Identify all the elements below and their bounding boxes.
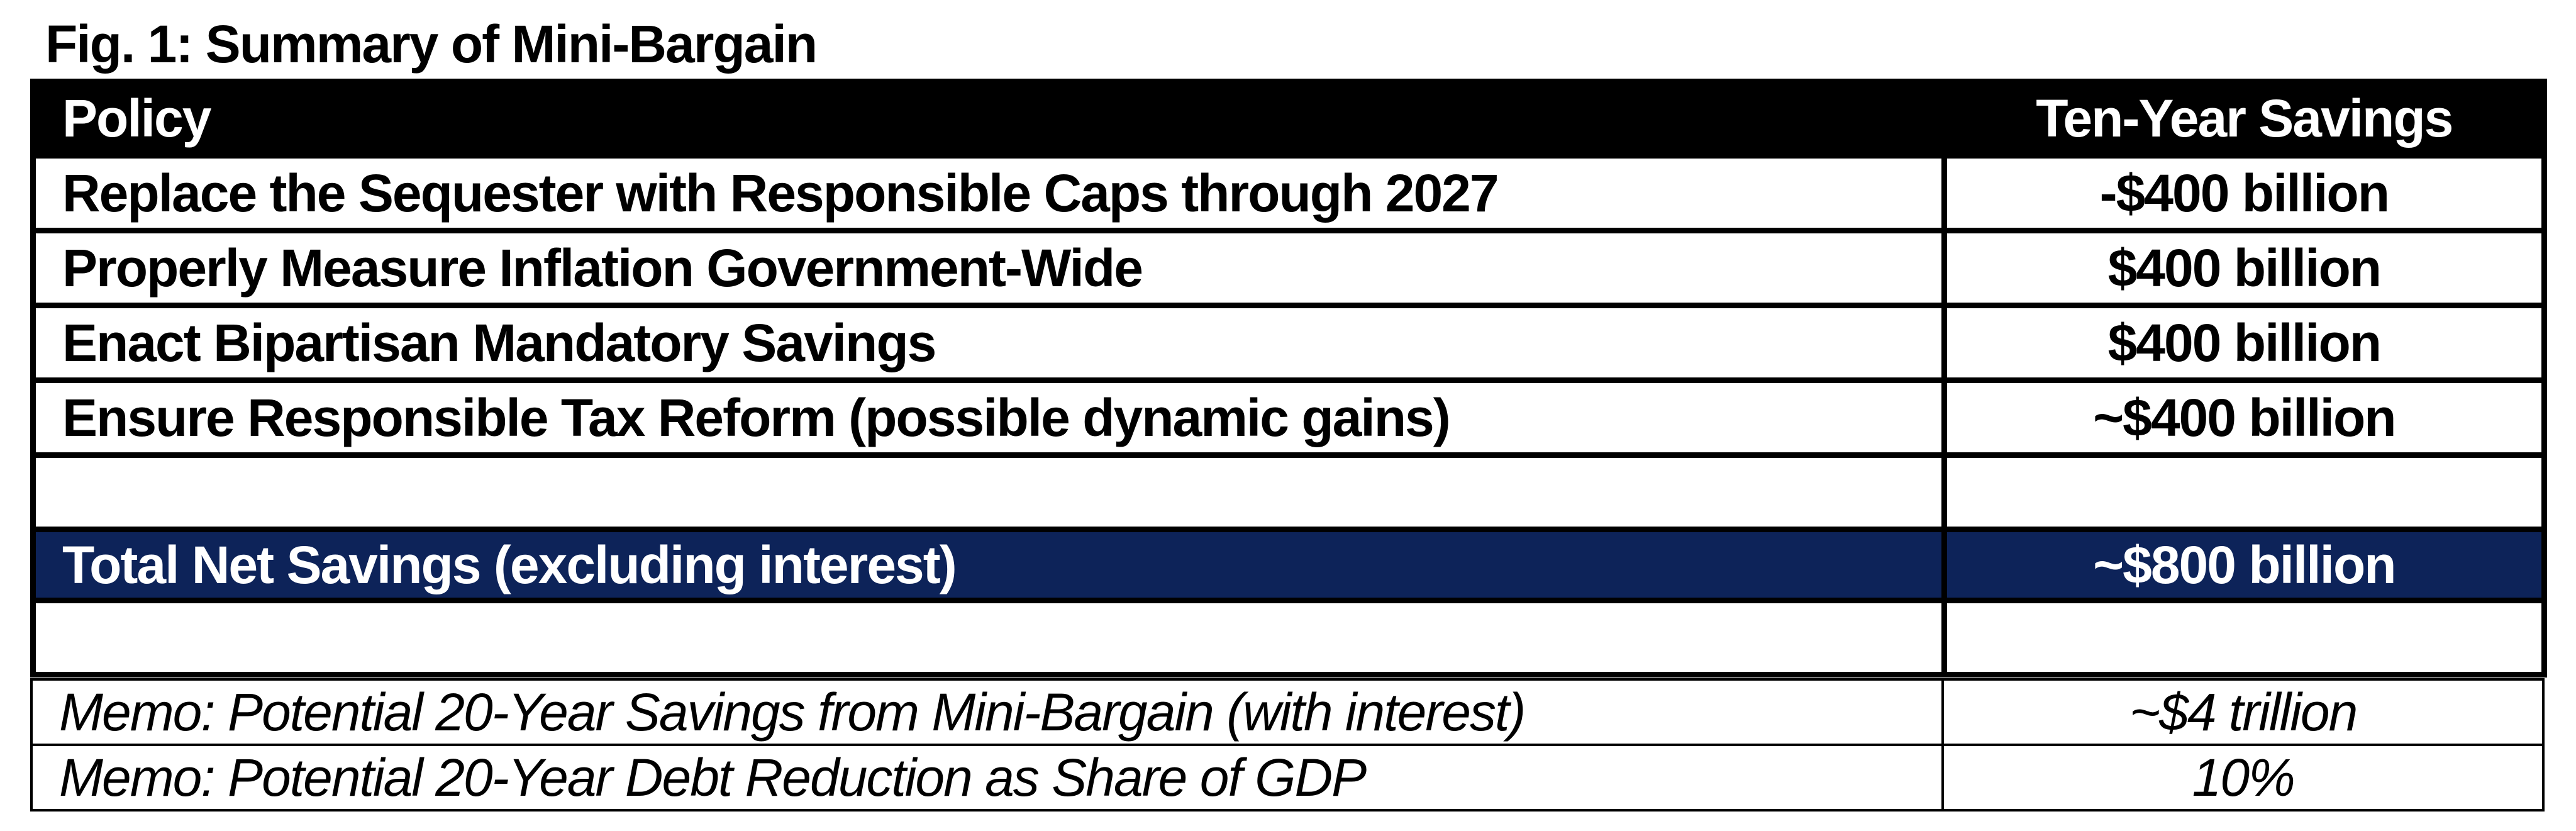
total-row: Total Net Savings (excluding interest) ~… [30,527,2548,603]
blank-cell [1941,452,2548,532]
total-value-cell: ~$800 billion [1941,527,2548,603]
figure-title: Fig. 1: Summary of Mini-Bargain [45,14,818,74]
blank-cell [30,452,1947,532]
policy-cell: Properly Measure Inflation Government-Wi… [30,228,1947,308]
blank-row [30,598,2548,678]
column-header-ten-year-savings: Ten-Year Savings [1941,79,2548,159]
blank-row [30,452,2548,532]
memo-value-cell: ~$4 trillion [1941,678,2545,746]
memo-row: Memo: Potential 20-Year Debt Reduction a… [30,744,2545,811]
column-header-policy: Policy [30,79,1947,159]
memo-table: Memo: Potential 20-Year Savings from Min… [30,678,2545,811]
memo-label-cell: Memo: Potential 20-Year Debt Reduction a… [30,744,1945,811]
savings-cell: $400 billion [1941,228,2548,308]
header-row: Policy Ten-Year Savings [30,79,2548,159]
total-label-cell: Total Net Savings (excluding interest) [30,527,1947,603]
blank-cell [30,598,1947,678]
savings-cell: -$400 billion [1941,153,2548,233]
savings-cell: ~$400 billion [1941,377,2548,458]
policy-cell: Enact Bipartisan Mandatory Savings [30,303,1947,383]
policy-cell: Ensure Responsible Tax Reform (possible … [30,377,1947,458]
table-row: Ensure Responsible Tax Reform (possible … [30,377,2548,458]
memo-row: Memo: Potential 20-Year Savings from Min… [30,678,2545,746]
memo-value-cell: 10% [1941,744,2545,811]
summary-table: Policy Ten-Year Savings Replace the Sequ… [30,79,2548,678]
policy-cell: Replace the Sequester with Responsible C… [30,153,1947,233]
table-row: Properly Measure Inflation Government-Wi… [30,228,2548,308]
blank-cell [1941,598,2548,678]
table-row: Enact Bipartisan Mandatory Savings $400 … [30,303,2548,383]
savings-cell: $400 billion [1941,303,2548,383]
memo-label-cell: Memo: Potential 20-Year Savings from Min… [30,678,1945,746]
table-row: Replace the Sequester with Responsible C… [30,153,2548,233]
